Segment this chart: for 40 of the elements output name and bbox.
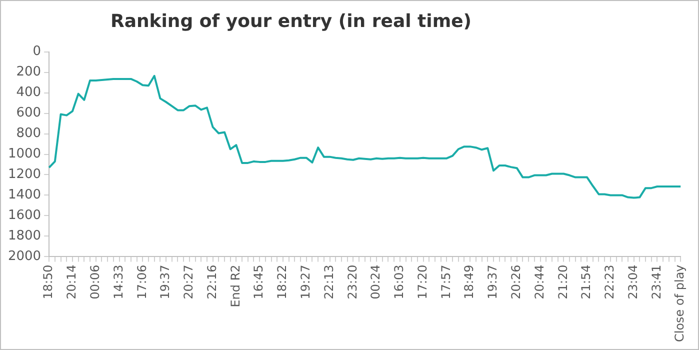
x-tick-label: 19:37 <box>158 264 172 300</box>
x-tick-label: 17:20 <box>415 264 430 300</box>
x-tick-label: 23:20 <box>345 264 360 300</box>
x-tick-label: 20:44 <box>532 264 546 300</box>
x-tick-label: 16:03 <box>392 264 406 300</box>
y-tick-label: 1800 <box>8 228 42 244</box>
x-tick-label: 22:16 <box>204 264 219 300</box>
y-tick-label: 1200 <box>8 167 42 182</box>
x-tick-label: 16:45 <box>252 264 266 300</box>
x-tick-label: 20:27 <box>182 264 196 300</box>
x-tick-label: 00:24 <box>368 264 383 300</box>
x-tick-label: 18:50 <box>41 264 56 300</box>
x-tick-label: 22:23 <box>602 264 617 300</box>
x-tick-label: 17:06 <box>134 264 149 300</box>
y-tick-label: 800 <box>16 126 42 142</box>
y-tick-label: 600 <box>16 106 42 121</box>
chart-title: Ranking of your entry (in real time) <box>109 11 473 32</box>
y-tick-label: 0 <box>32 44 42 60</box>
x-tick-label: 19:37 <box>486 264 500 300</box>
y-tick-label: 400 <box>16 85 42 100</box>
x-tick-label: 14:33 <box>111 264 126 300</box>
x-tick-label: Close of play <box>672 264 687 342</box>
x-tick-label: 19:27 <box>298 264 312 300</box>
y-tick-label: 200 <box>16 64 42 80</box>
x-tick-label: 21:20 <box>556 264 570 300</box>
x-tick-label: 20:26 <box>509 264 523 300</box>
x-tick-label: 22:13 <box>322 264 336 300</box>
x-tick-label: 17:57 <box>438 264 453 300</box>
x-tick-label: 23:04 <box>626 264 640 300</box>
y-tick-label: 1000 <box>8 146 42 162</box>
x-tick-label: 20:14 <box>64 264 79 300</box>
x-tick-label: 18:49 <box>462 264 476 300</box>
y-tick-label: 1400 <box>8 188 42 203</box>
x-tick-label: 21:54 <box>579 264 594 300</box>
x-tick-label: 00:06 <box>88 264 102 300</box>
x-tick-label: 18:22 <box>275 264 290 300</box>
y-tick-label: 1600 <box>8 208 42 224</box>
x-tick-label: 23:41 <box>649 264 664 300</box>
y-tick-label: 2000 <box>8 249 42 264</box>
x-tick-label: End R2 <box>228 264 242 308</box>
